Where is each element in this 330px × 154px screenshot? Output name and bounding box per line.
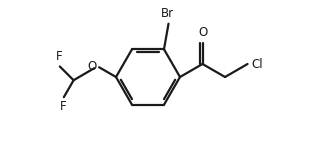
Text: O: O bbox=[88, 60, 97, 73]
Text: F: F bbox=[55, 51, 62, 63]
Text: F: F bbox=[59, 100, 66, 113]
Text: Cl: Cl bbox=[251, 57, 263, 71]
Text: O: O bbox=[198, 26, 207, 39]
Text: Br: Br bbox=[161, 7, 174, 20]
